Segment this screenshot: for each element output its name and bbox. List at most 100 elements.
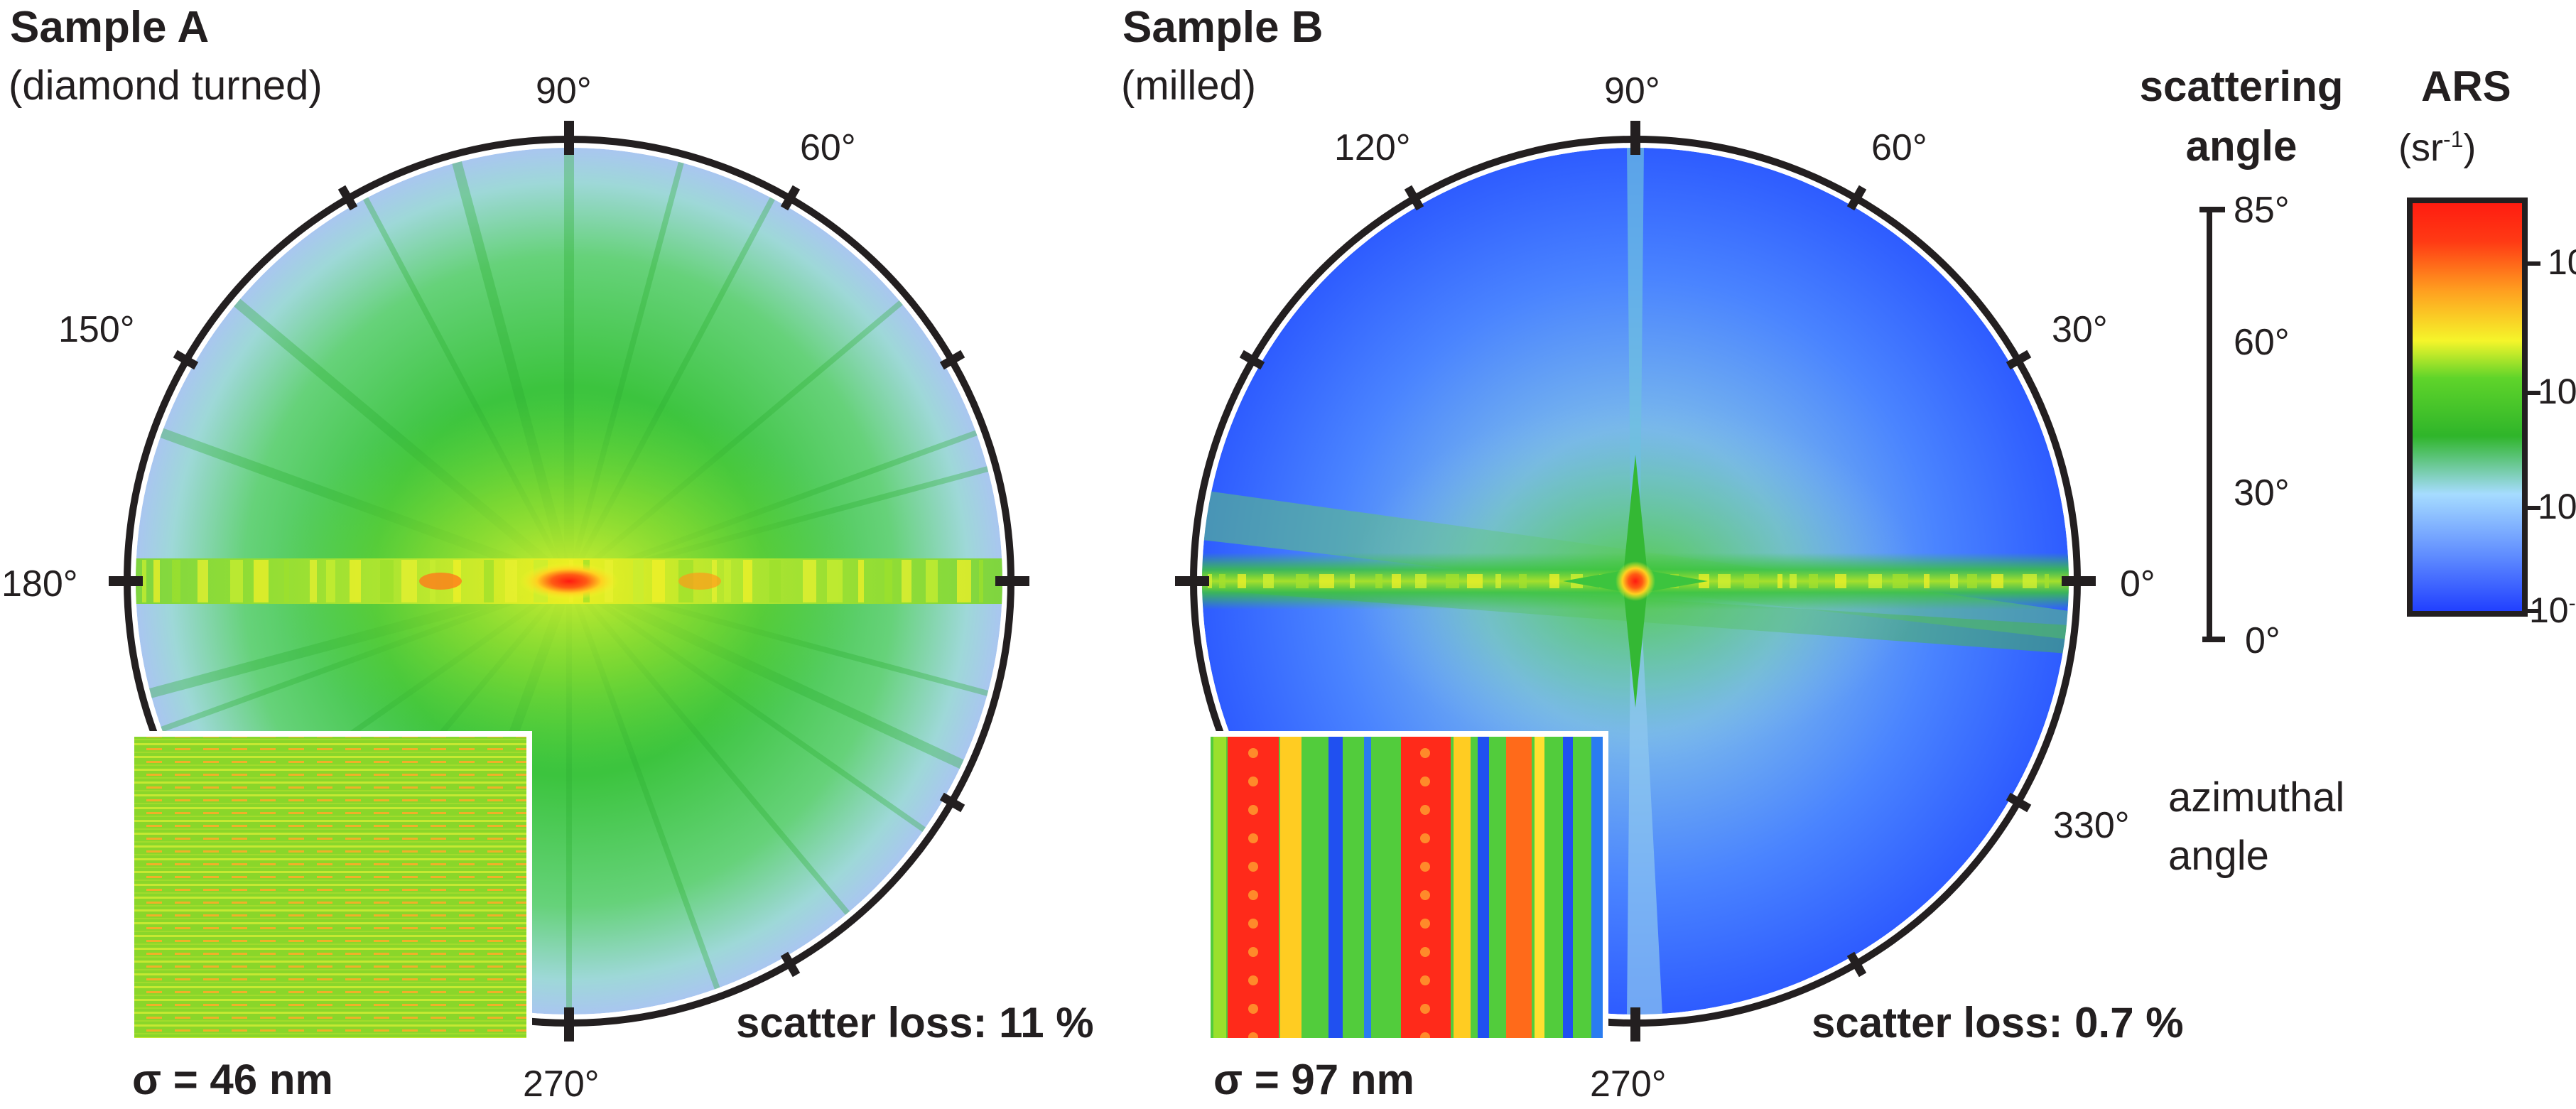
sample-b-azimuth-tick-150	[1239, 350, 1265, 370]
sample-a-band-stripe	[326, 560, 335, 602]
sample-b-band-stripe	[1495, 574, 1501, 588]
sample-a-band-stripe	[926, 560, 938, 602]
sample-a-band-stripe	[803, 560, 816, 602]
sample-b-label-330: 330°	[2053, 805, 2130, 846]
sample-b-panel	[1175, 121, 2096, 1044]
sample-a-band-stripe	[902, 560, 911, 602]
sample-b-label-120: 120°	[1334, 127, 1411, 168]
sample-b-label-90: 90°	[1604, 70, 1660, 112]
sample-a-band-stripe	[979, 560, 983, 602]
sample-a-band-stripe	[633, 560, 644, 602]
sample-b-label-270: 270°	[1590, 1064, 1667, 1105]
scattering-angle-title-line2: angle	[2185, 122, 2298, 170]
sample-b-band-stripe	[2045, 574, 2049, 588]
sample-b-band-stripe	[1219, 574, 1225, 588]
sample-b-band-stripe	[1319, 574, 1334, 588]
sample-b-band-stripe	[1893, 574, 1908, 588]
sample-a-azimuth-tick-120	[337, 185, 358, 211]
sample-a-panel	[109, 121, 1029, 1044]
sample-a-band-stripe	[284, 560, 289, 602]
scattering-tick-60: 60°	[2234, 322, 2290, 363]
sample-a-azimuth-tick-330	[939, 792, 965, 813]
sample-a-azimuth-tick-30	[939, 350, 965, 370]
sample-a-azimuth-tick-60	[780, 185, 801, 211]
sample-b-band-stripe	[1924, 574, 1930, 588]
sample-b-scatter-loss: scatter loss: 0.7 %	[1812, 999, 2184, 1046]
sample-a-label-60: 60°	[800, 127, 856, 168]
sample-b-azimuth-tick-120	[1404, 185, 1424, 211]
sample-a-band-stripe	[380, 560, 394, 602]
sample-a-label-90: 90°	[536, 70, 592, 112]
colorbar-ticks	[2525, 261, 2540, 613]
sample-b-band-stripe	[2023, 574, 2037, 588]
sample-b-azimuth-tick-30	[2006, 350, 2032, 370]
sample-b-band-stripe	[1375, 574, 1382, 588]
sample-b-band-stripe	[1208, 574, 1212, 588]
azimuthal-angle-title-line1: azimuthal	[2168, 774, 2345, 821]
sample-b-band-stripe	[1467, 574, 1483, 588]
sample-a-band-stripe	[769, 560, 781, 602]
sample-b-band-stripe	[1835, 574, 1846, 588]
sample-b-label-0: 0°	[2120, 563, 2155, 605]
scattering-angle-title-line1: scattering	[2139, 63, 2344, 110]
sample-a-band-stripe	[153, 560, 160, 602]
scattering-tick-85: 85°	[2234, 190, 2290, 231]
sample-a-band-stripe	[724, 560, 731, 602]
sample-a-label-270: 270°	[523, 1064, 600, 1105]
sample-a-azimuth-tick-150	[173, 350, 199, 370]
sample-a-label-150: 150°	[58, 309, 135, 350]
sample-b-band-stripe	[1809, 574, 1818, 588]
colorbar-tick-6: 10-6	[2529, 590, 2576, 630]
sample-a-band-stripe	[652, 560, 665, 602]
sample-b-subtitle: (milled)	[1121, 63, 1257, 109]
sample-a-band-stripe	[743, 560, 752, 602]
colorbar-tick-2: 10-2	[2538, 372, 2576, 411]
sample-b-band-stripe	[1415, 574, 1427, 588]
sample-a-band-stripe	[310, 560, 317, 602]
sample-b-surface-inset	[1205, 731, 1608, 1044]
colorbar-unit: (sr-1)	[2398, 126, 2477, 169]
sample-b-band-stripe	[1744, 574, 1759, 588]
sample-a-title: Sample A	[10, 3, 210, 52]
sample-b-azimuth-tick-300	[1846, 951, 1867, 978]
sample-a-azimuth-tick-300	[780, 951, 801, 978]
sample-b-band-stripe	[1296, 574, 1309, 588]
sample-a-band-stripe	[401, 560, 417, 602]
sample-a-band-stripe	[254, 560, 269, 602]
sample-b-sigma: σ = 97 nm	[1213, 1056, 1414, 1103]
sample-b-band-stripe	[1549, 574, 1559, 588]
scattering-tick-30: 30°	[2234, 472, 2290, 514]
sample-a-band-stripe	[884, 560, 892, 602]
sample-b-band-stripe	[1392, 574, 1401, 588]
sample-a-sigma: σ = 46 nm	[132, 1056, 333, 1103]
sample-b-band-stripe	[1967, 574, 1977, 588]
sample-b-band-stripe	[1238, 574, 1246, 588]
sample-b-band-stripe	[1777, 574, 1782, 588]
sample-b-azimuth-tick-330	[2006, 792, 2032, 813]
azimuthal-angle-title-line2: angle	[2168, 833, 2269, 879]
sample-a-subtitle: (diamond turned)	[9, 63, 323, 109]
sample-a-band-stripe	[197, 560, 208, 602]
sample-b-band-stripe	[1350, 574, 1355, 588]
sample-b-label-30: 30°	[2052, 309, 2108, 350]
sample-b-band-stripe	[1950, 574, 1958, 588]
sample-b-band-stripe	[1718, 574, 1731, 588]
sample-b-azimuth-tick-60	[1846, 185, 1867, 211]
sample-a-label-180: 180°	[1, 563, 78, 605]
sample-a-band-stripe	[484, 560, 494, 602]
sample-b-band-stripe	[1263, 574, 1274, 588]
sample-a-band-stripe	[505, 560, 517, 602]
sample-b-band-stripe	[1446, 574, 1459, 588]
sample-b-band-stripe	[1790, 574, 1797, 588]
sample-a-scatter-loss: scatter loss: 11 %	[736, 999, 1094, 1046]
colorbar-tick-0: 100	[2548, 242, 2576, 282]
sample-b-band-stripe	[1519, 574, 1527, 588]
sample-b-band-stripe	[1991, 574, 2003, 588]
sample-a-surface-inset	[129, 731, 532, 1044]
scattering-angle-scale	[2199, 207, 2225, 642]
sample-b-band-stripe	[1868, 574, 1882, 588]
colorbar-tick-4: 10-4	[2538, 487, 2576, 526]
sample-b-title: Sample B	[1122, 3, 1324, 52]
sample-a-band-stripe	[827, 560, 843, 602]
